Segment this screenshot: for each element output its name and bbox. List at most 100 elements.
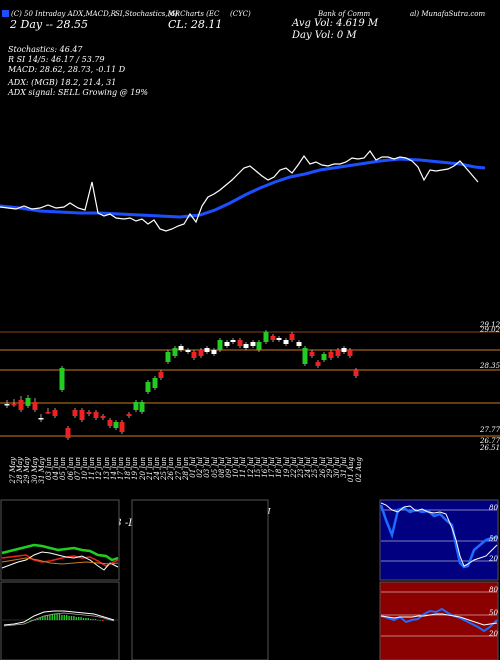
rsi-tick-80: 80 (489, 586, 498, 594)
date-tick: 02 Aug (354, 457, 363, 483)
macd-bar (90, 619, 92, 620)
candle-body (283, 340, 289, 344)
macd-readout: MACD: 28.62, 28.73, -0.11 D (8, 65, 126, 74)
candle-body (315, 362, 321, 366)
macd-bar (32, 620, 34, 621)
candle-body (224, 342, 230, 346)
candle-body (93, 412, 99, 418)
candle-body (237, 340, 243, 346)
candle-body (38, 418, 44, 420)
intraday-panel-si: SI (262, 507, 271, 516)
header-line-b: SI,Stochastics,MR (115, 10, 181, 18)
macd-bar (99, 620, 101, 621)
rsi-readout: R SI 14/5: 46.17 / 53.79 (8, 55, 105, 64)
macd-bar (75, 617, 77, 620)
adx-readout: ADX: (MGB) 18.2, 21.4, 31 (8, 78, 117, 87)
candle-body (256, 342, 262, 350)
header-line-c: (6) Charts (EC (168, 10, 220, 18)
macd-bar (66, 615, 68, 620)
rsi-tick-50: 50 (489, 609, 498, 617)
candle-body (263, 332, 269, 342)
candle-body (119, 422, 125, 432)
stoch-panel-title: Stochastics & R (393, 507, 458, 516)
candle-body (152, 378, 158, 388)
macd-bar (94, 619, 97, 620)
candle-body (133, 402, 139, 410)
macd-bar (82, 618, 85, 620)
price-level-top-b: 29.02 (480, 326, 500, 334)
candle-body (113, 422, 119, 428)
macd-bar (51, 614, 53, 620)
series-swatch (2, 10, 9, 17)
intraday-panel-title: Intra Day Trading Price & MR (138, 507, 261, 516)
candle-body (172, 348, 178, 356)
candle-body (4, 404, 10, 406)
candle-body (18, 400, 24, 410)
candle-body (185, 350, 191, 352)
adx-panel-title: ADX & MACD (4, 507, 61, 516)
candle-body (230, 340, 236, 342)
candle-body (25, 398, 31, 406)
macd-bar (46, 615, 49, 620)
candle-body (211, 350, 217, 354)
candle-body (289, 334, 295, 340)
stoch-panel-si: SI (462, 507, 471, 516)
candle-body (52, 410, 58, 416)
macd-bar (58, 614, 61, 620)
adx-red-line (1, 554, 119, 567)
rsi-white-line (380, 613, 498, 626)
rsi-blue-line (380, 607, 498, 633)
macd-bar (73, 616, 75, 620)
macd-bar (34, 620, 37, 621)
header-line-a: (C) 50 Intraday ADX,MACD,R (11, 10, 116, 18)
candle-body (302, 348, 308, 364)
price-level-top-a: 29.12 (480, 321, 500, 329)
macd-bar (63, 615, 65, 620)
price-level-low-c: 26.51 (480, 444, 500, 452)
macd-bar (92, 619, 94, 620)
candle-body (250, 342, 256, 346)
macd-bar (70, 616, 73, 620)
candle-body (11, 404, 17, 406)
avg-volume: Avg Vol: 4.619 M (292, 18, 379, 29)
close-label: CL: 28.11 (168, 18, 223, 31)
candle-body (191, 352, 197, 358)
macd-bar (85, 618, 87, 620)
candle-body (72, 410, 78, 416)
ema-blue-line (0, 157, 486, 219)
macd-bar (102, 620, 104, 621)
candle-body (107, 420, 113, 426)
candle-body (217, 340, 223, 350)
candle-body (309, 352, 315, 356)
macd-bar (54, 614, 56, 620)
macd-bar (87, 618, 89, 620)
candle-body (165, 352, 171, 362)
candle-body (328, 352, 334, 358)
close-white-line (0, 150, 479, 232)
header-line-f: al) MunafaSutra.com (410, 10, 486, 18)
stoch-tick-80: 80 (489, 504, 498, 512)
macd-bar (97, 620, 99, 621)
candle-body (243, 344, 249, 348)
candle-body (79, 410, 85, 420)
main-chart (0, 150, 500, 440)
candle-body (270, 336, 276, 340)
candle-body (335, 350, 341, 356)
rsi-tick-20: 20 (489, 630, 498, 638)
candle-body (59, 368, 65, 390)
candle-body (198, 350, 204, 356)
header-line-e: Bank of Comm (318, 10, 371, 18)
candle-body (65, 428, 71, 438)
day-label: 2 Day -- 28.55 (10, 18, 89, 31)
candle-body (321, 354, 327, 360)
candle-body (139, 402, 145, 412)
candle-body (45, 412, 51, 414)
macd-bar (42, 617, 44, 620)
stochastics-readout: Stochastics: 46.47 (8, 45, 83, 54)
macd-signal-line (3, 612, 115, 627)
macd-bar (44, 616, 46, 620)
adx-white-line (1, 551, 119, 571)
macd-histogram (30, 614, 104, 621)
price-level-low-b: 26.77 (480, 437, 500, 445)
candle-body (353, 370, 359, 376)
